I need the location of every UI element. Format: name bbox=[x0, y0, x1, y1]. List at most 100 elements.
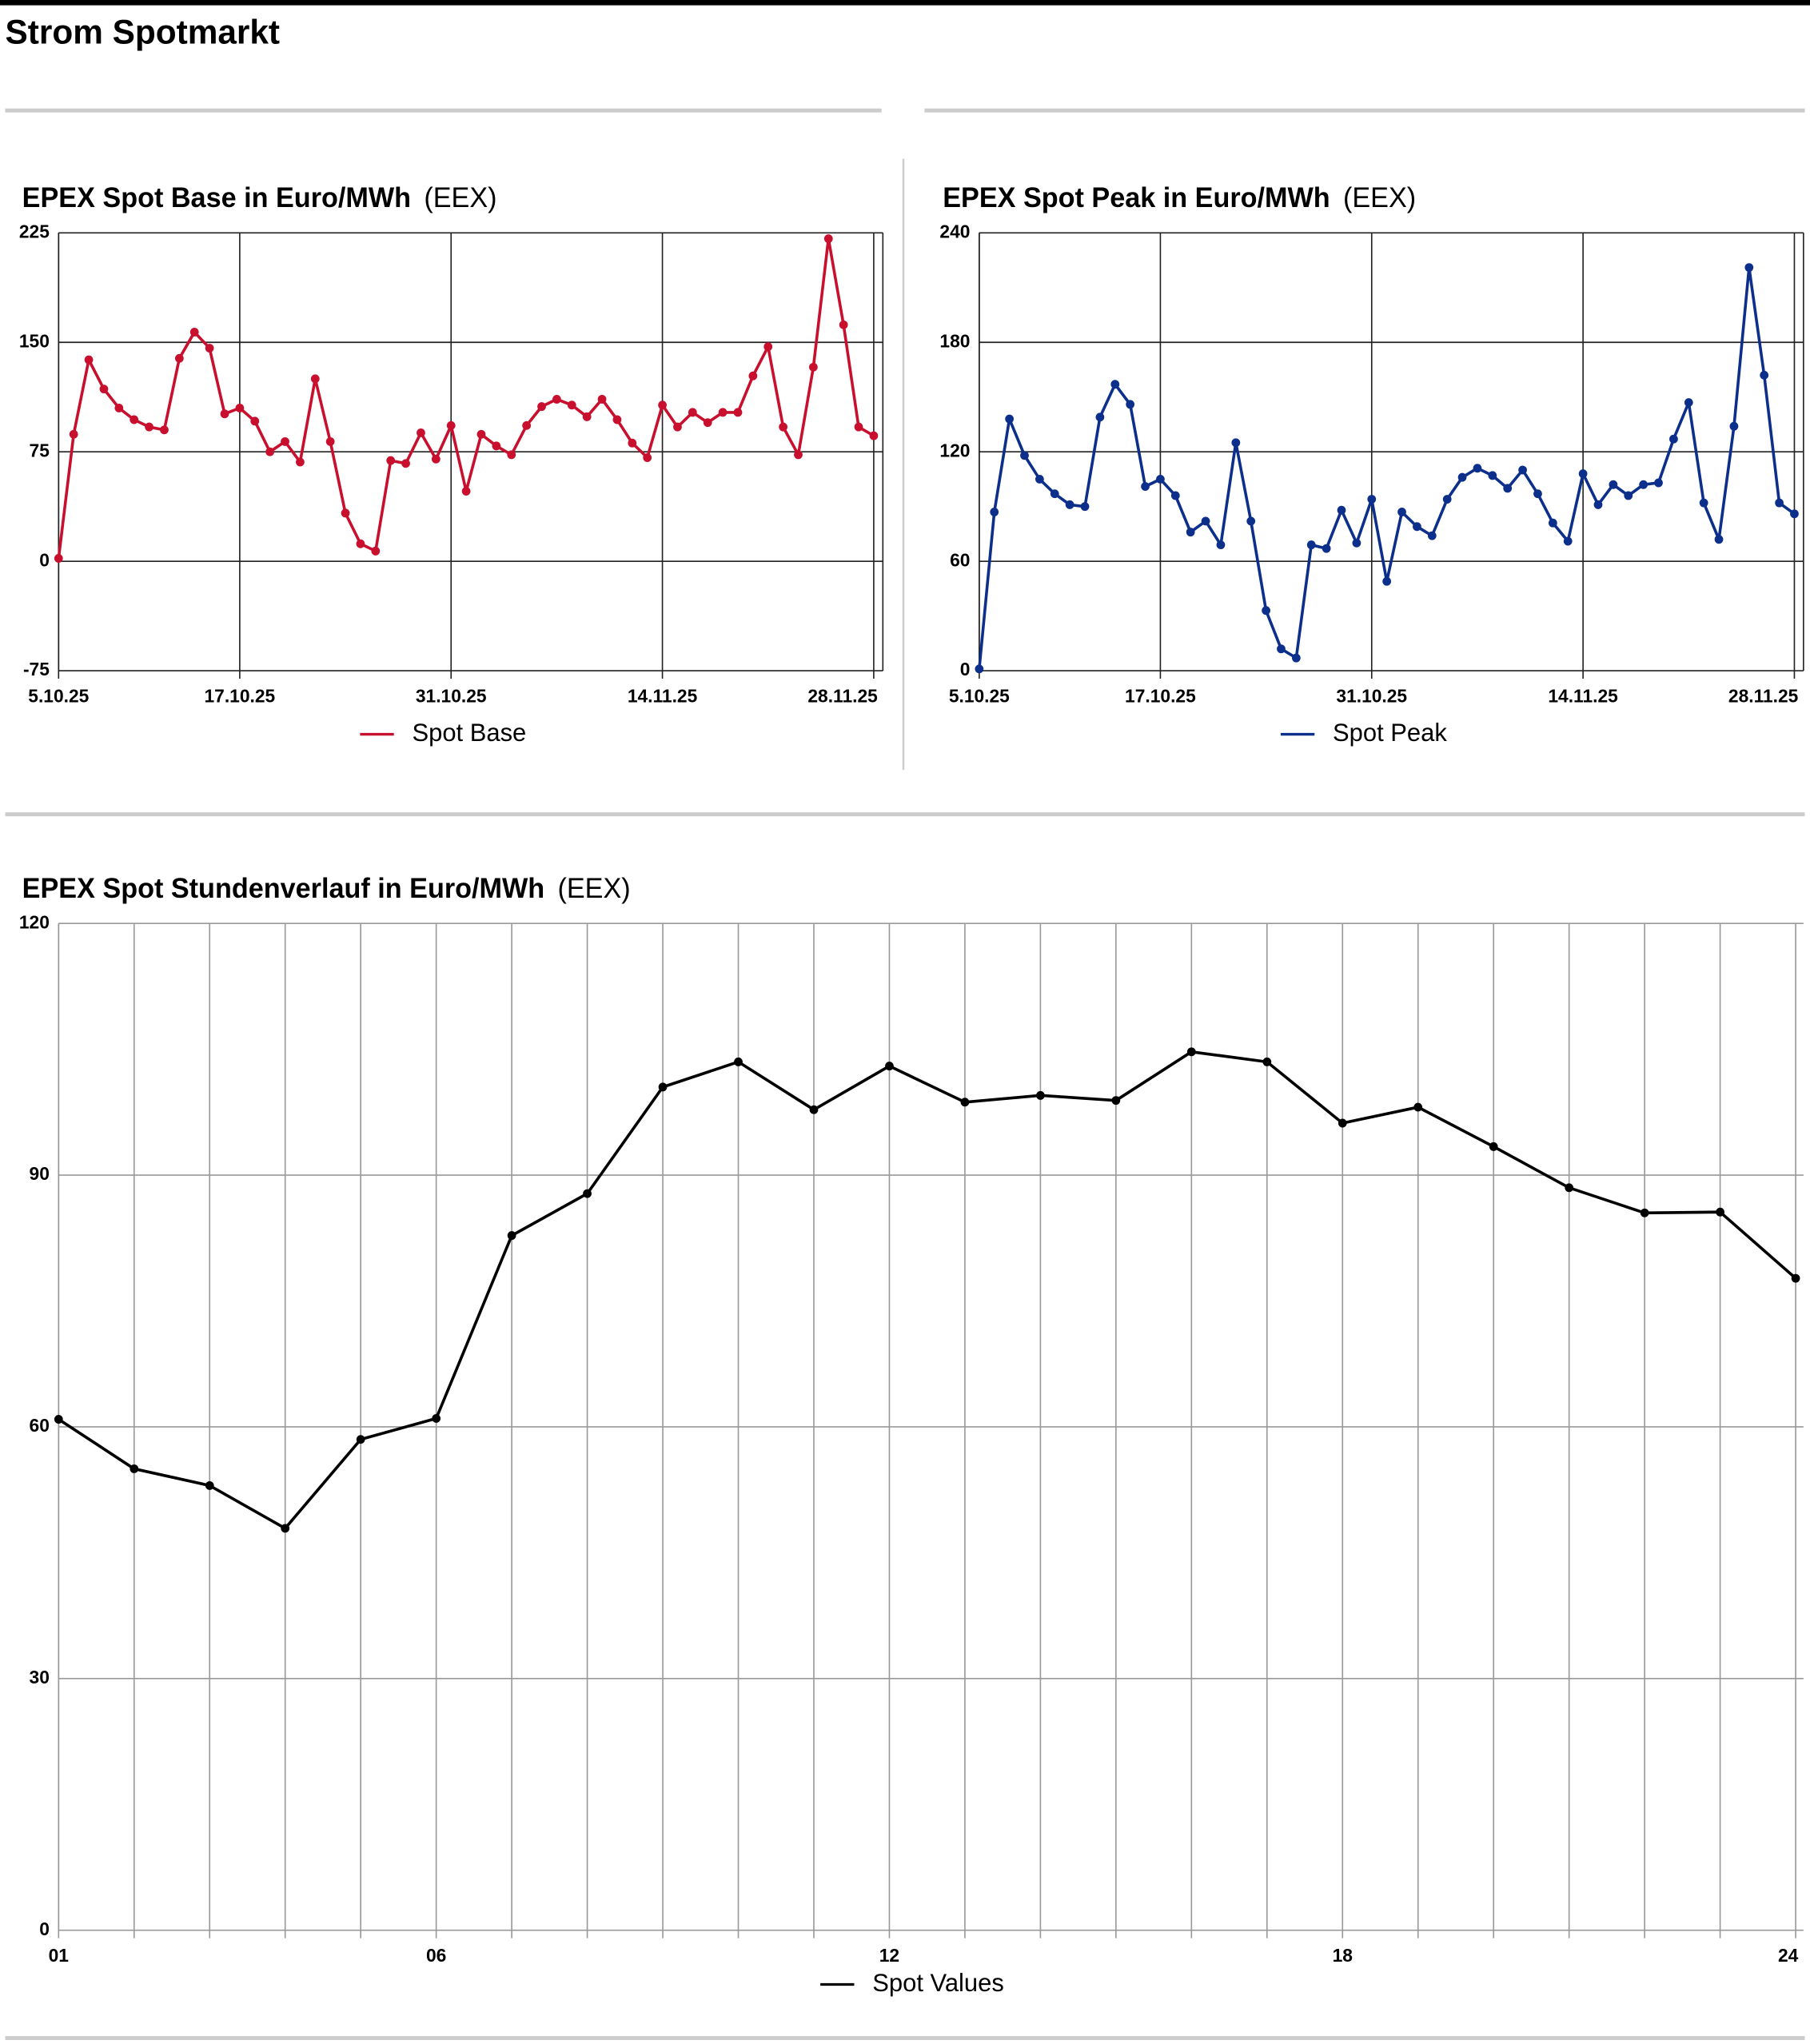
data-point bbox=[1170, 491, 1180, 500]
data-point bbox=[1609, 480, 1618, 489]
x-tick-label: 28.11.25 bbox=[1728, 685, 1799, 706]
data-point bbox=[1126, 400, 1135, 409]
data-point bbox=[1714, 535, 1724, 544]
data-point bbox=[1578, 469, 1588, 479]
data-point bbox=[1156, 474, 1165, 484]
chart-title: EPEX Spot Base in Euro/MWh (EEX) bbox=[22, 183, 497, 213]
data-point bbox=[1639, 480, 1649, 489]
data-point bbox=[1593, 500, 1603, 509]
data-point bbox=[1110, 380, 1120, 389]
data-point bbox=[265, 447, 275, 456]
data-point bbox=[1565, 1183, 1574, 1193]
data-point bbox=[522, 420, 532, 430]
data-point bbox=[1065, 500, 1074, 509]
data-point bbox=[386, 456, 396, 465]
data-point bbox=[130, 415, 139, 424]
data-point bbox=[356, 539, 365, 548]
legend-label: Spot Peak bbox=[1333, 719, 1447, 747]
data-point bbox=[1231, 438, 1241, 448]
data-point bbox=[1111, 1096, 1121, 1106]
data-point bbox=[1080, 502, 1090, 512]
separator bbox=[5, 108, 882, 113]
x-tick-label: 14.11.25 bbox=[1548, 685, 1618, 706]
data-point bbox=[583, 1189, 592, 1198]
data-point bbox=[885, 1062, 894, 1071]
data-point bbox=[1775, 498, 1784, 508]
y-tick-label: 240 bbox=[939, 221, 970, 241]
legend-label: Spot Base bbox=[413, 719, 527, 747]
data-point bbox=[341, 508, 350, 518]
y-tick-label: 75 bbox=[30, 440, 50, 460]
data-point bbox=[597, 394, 607, 404]
x-tick-label: 14.11.25 bbox=[628, 685, 698, 706]
data-point bbox=[1716, 1207, 1724, 1217]
data-point bbox=[688, 408, 697, 417]
data-point bbox=[1503, 484, 1513, 493]
data-point bbox=[1427, 531, 1437, 540]
data-point bbox=[658, 400, 667, 410]
data-point bbox=[1322, 544, 1331, 553]
separator bbox=[5, 2036, 1805, 2041]
data-point bbox=[1413, 522, 1421, 532]
data-point bbox=[476, 429, 486, 439]
data-point bbox=[748, 371, 758, 381]
y-tick-label: 180 bbox=[939, 330, 970, 351]
x-tick-label: 24 bbox=[1778, 1945, 1799, 1966]
x-tick-label: 18 bbox=[1333, 1945, 1354, 1966]
y-tick-label: 90 bbox=[30, 1163, 50, 1184]
data-point bbox=[281, 436, 289, 446]
chart-source: (EEX) bbox=[1343, 183, 1416, 213]
data-point bbox=[507, 450, 516, 460]
data-point bbox=[1277, 644, 1286, 654]
chart-title: EPEX Spot Peak in Euro/MWh (EEX) bbox=[943, 183, 1416, 213]
data-point bbox=[1337, 505, 1346, 515]
data-point bbox=[1518, 465, 1527, 475]
data-point bbox=[612, 415, 622, 424]
data-point bbox=[1790, 509, 1799, 519]
data-point bbox=[1262, 1057, 1272, 1066]
data-point bbox=[1473, 464, 1482, 473]
data-point bbox=[1548, 518, 1557, 528]
x-tick-label: 06 bbox=[426, 1945, 446, 1966]
data-point bbox=[310, 374, 320, 384]
data-point bbox=[1352, 538, 1361, 548]
data-point bbox=[205, 344, 214, 353]
y-tick-label: 0 bbox=[960, 659, 971, 679]
data-point bbox=[552, 394, 561, 404]
chart-title-main: EPEX Spot Peak in Euro/MWh bbox=[943, 183, 1330, 213]
data-point bbox=[220, 409, 229, 419]
data-point bbox=[658, 1082, 668, 1092]
data-point bbox=[1413, 1102, 1423, 1112]
chart-source: (EEX) bbox=[557, 874, 630, 904]
data-point bbox=[990, 508, 999, 516]
y-tick-label: 120 bbox=[939, 440, 970, 460]
y-tick-label: 150 bbox=[19, 330, 50, 351]
data-point bbox=[1020, 451, 1029, 460]
data-point bbox=[960, 1098, 970, 1107]
data-point bbox=[1654, 478, 1663, 488]
data-point bbox=[1382, 576, 1392, 586]
series-line bbox=[58, 1050, 1797, 1530]
data-point bbox=[1684, 398, 1693, 408]
y-tick-label: 30 bbox=[30, 1667, 50, 1687]
x-tick-label: 17.10.25 bbox=[1125, 685, 1196, 706]
data-point bbox=[703, 418, 712, 428]
data-point bbox=[1201, 516, 1210, 526]
data-point bbox=[235, 403, 245, 412]
x-tick-label: 01 bbox=[49, 1945, 70, 1966]
page-title: Strom Spotmarkt bbox=[6, 13, 281, 51]
data-point bbox=[1367, 495, 1377, 504]
data-point bbox=[1035, 474, 1044, 484]
data-point bbox=[733, 408, 743, 417]
data-point bbox=[417, 428, 425, 437]
x-tick-label: 31.10.25 bbox=[1336, 685, 1407, 706]
data-point bbox=[432, 1413, 441, 1423]
data-point bbox=[628, 438, 637, 448]
data-point bbox=[1141, 482, 1150, 492]
x-tick-label: 28.11.25 bbox=[807, 685, 878, 706]
y-tick-label: 60 bbox=[30, 1415, 50, 1436]
data-point bbox=[1306, 540, 1316, 550]
x-tick-label: 17.10.25 bbox=[205, 685, 276, 706]
data-point bbox=[823, 234, 833, 244]
